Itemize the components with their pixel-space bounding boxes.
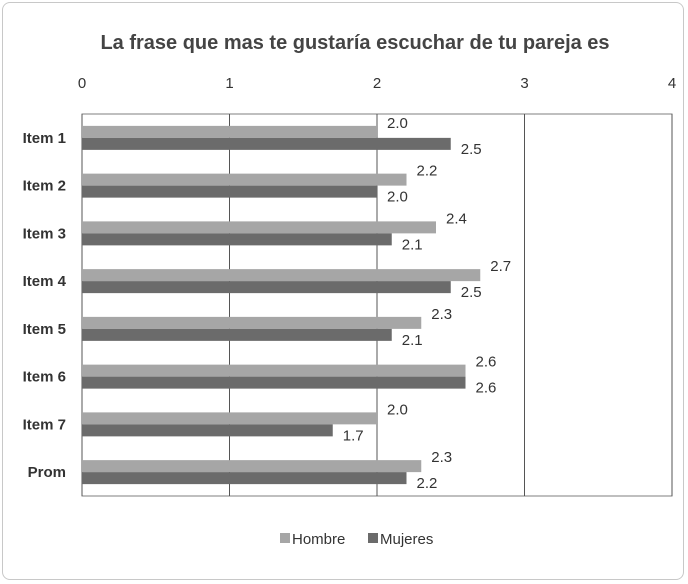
data-label: 2.2	[417, 163, 438, 180]
data-label: 2.1	[402, 332, 423, 349]
data-label: 1.7	[343, 427, 364, 444]
x-tick-label: 0	[78, 75, 86, 92]
data-labels: 2.0 2.5 2.2 2.0 2.4 2.1 2.7 2.5 2.3 2.1 2.6 2.6 2.0 1…	[343, 115, 511, 492]
bar-mujeres	[82, 328, 392, 341]
bar-hombre	[82, 364, 466, 377]
category-labels: Item 1 Item 2 Item 3 Item 4 Item 5 Item 6 Item…	[23, 130, 67, 481]
data-label: 2.0	[387, 115, 408, 132]
category-label: Item 3	[23, 225, 66, 242]
data-label: 2.1	[402, 236, 423, 253]
category-label: Item 5	[23, 321, 66, 338]
legend-label-mujeres: Mujeres	[380, 531, 433, 548]
category-label: Item 6	[23, 369, 66, 386]
category-label: Item 2	[23, 178, 66, 195]
x-tick-label: 2	[373, 75, 381, 92]
data-label: 2.5	[461, 141, 482, 158]
data-label: 2.3	[431, 449, 452, 466]
bars	[82, 125, 481, 485]
bar-mujeres	[82, 233, 392, 246]
legend-label-hombre: Hombre	[292, 531, 345, 548]
bar-hombre	[82, 412, 377, 425]
data-label: 2.2	[417, 475, 438, 492]
data-label: 2.3	[431, 306, 452, 323]
bar-mujeres	[82, 185, 377, 198]
data-label: 2.0	[387, 401, 408, 418]
x-tick-label: 3	[520, 75, 528, 92]
bar-hombre	[82, 316, 422, 329]
data-label: 2.5	[461, 284, 482, 301]
bar-hombre	[82, 125, 377, 138]
bar-mujeres	[82, 281, 451, 294]
data-label: 2.6	[476, 354, 497, 371]
legend-swatch-mujeres	[368, 533, 378, 543]
bar-mujeres	[82, 472, 407, 485]
bar-mujeres	[82, 376, 466, 389]
bar-hombre	[82, 460, 422, 473]
bar-hombre	[82, 269, 481, 282]
bar-hombre	[82, 221, 436, 234]
legend-swatch-hombre	[280, 533, 290, 543]
x-tick-label: 4	[668, 75, 676, 92]
category-label: Prom	[28, 464, 66, 481]
data-label: 2.4	[446, 210, 467, 227]
legend: Hombre Mujeres	[280, 531, 433, 548]
bar-mujeres	[82, 424, 333, 437]
data-label: 2.0	[387, 189, 408, 206]
bar-mujeres	[82, 137, 451, 150]
category-label: Item 7	[23, 416, 66, 433]
x-axis-ticks: 0 1 2 3 4	[78, 75, 676, 92]
grid-layer	[81, 113, 673, 497]
category-label: Item 1	[23, 130, 66, 147]
category-label: Item 4	[23, 273, 67, 290]
data-label: 2.7	[490, 258, 511, 275]
bar-hombre	[82, 173, 407, 186]
chart-title: La frase que mas te gustaría escuchar de…	[100, 32, 609, 54]
x-tick-label: 1	[225, 75, 233, 92]
data-label: 2.6	[476, 380, 497, 397]
